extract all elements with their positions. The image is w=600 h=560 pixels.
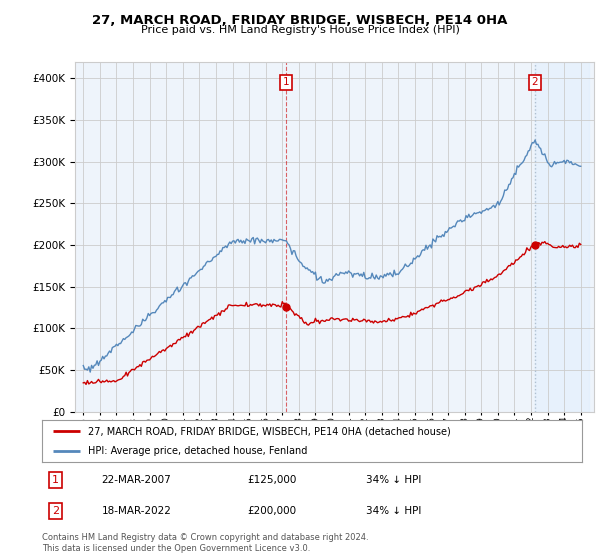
Text: 34% ↓ HPI: 34% ↓ HPI <box>366 475 421 486</box>
Text: 2: 2 <box>532 77 538 87</box>
Text: 27, MARCH ROAD, FRIDAY BRIDGE, WISBECH, PE14 0HA (detached house): 27, MARCH ROAD, FRIDAY BRIDGE, WISBECH, … <box>88 426 451 436</box>
Text: 18-MAR-2022: 18-MAR-2022 <box>101 506 171 516</box>
Text: 27, MARCH ROAD, FRIDAY BRIDGE, WISBECH, PE14 0HA: 27, MARCH ROAD, FRIDAY BRIDGE, WISBECH, … <box>92 14 508 27</box>
Text: 34% ↓ HPI: 34% ↓ HPI <box>366 506 421 516</box>
Text: 1: 1 <box>283 77 289 87</box>
Text: Price paid vs. HM Land Registry's House Price Index (HPI): Price paid vs. HM Land Registry's House … <box>140 25 460 35</box>
Text: 2: 2 <box>52 506 59 516</box>
Text: £200,000: £200,000 <box>247 506 296 516</box>
Bar <box>535 62 589 412</box>
Text: Contains HM Land Registry data © Crown copyright and database right 2024.
This d: Contains HM Land Registry data © Crown c… <box>42 533 368 553</box>
Text: HPI: Average price, detached house, Fenland: HPI: Average price, detached house, Fenl… <box>88 446 307 456</box>
Text: 22-MAR-2007: 22-MAR-2007 <box>101 475 171 486</box>
Text: 1: 1 <box>52 475 59 486</box>
Text: £125,000: £125,000 <box>247 475 296 486</box>
